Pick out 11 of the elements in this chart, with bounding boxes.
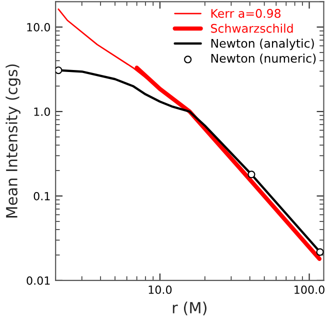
x-tick-label: 100.0 — [294, 285, 324, 294]
legend-label: Schwarzschild — [211, 24, 293, 33]
x-axis-title: r (M) — [172, 302, 206, 316]
y-tick-label: 0.01 — [26, 276, 50, 285]
y-tick-label: 1.0 — [34, 108, 50, 116]
y-axis-title: Mean Intensity (cgs) — [6, 64, 20, 218]
legend-label: Kerr a=0.98 — [211, 8, 281, 18]
y-tick-label: 10.0 — [27, 23, 50, 32]
legend-label: Newton (analytic) — [211, 38, 314, 50]
legend-label: Newton (numeric) — [211, 54, 316, 64]
y-tick-label: 0.1 — [34, 192, 50, 200]
